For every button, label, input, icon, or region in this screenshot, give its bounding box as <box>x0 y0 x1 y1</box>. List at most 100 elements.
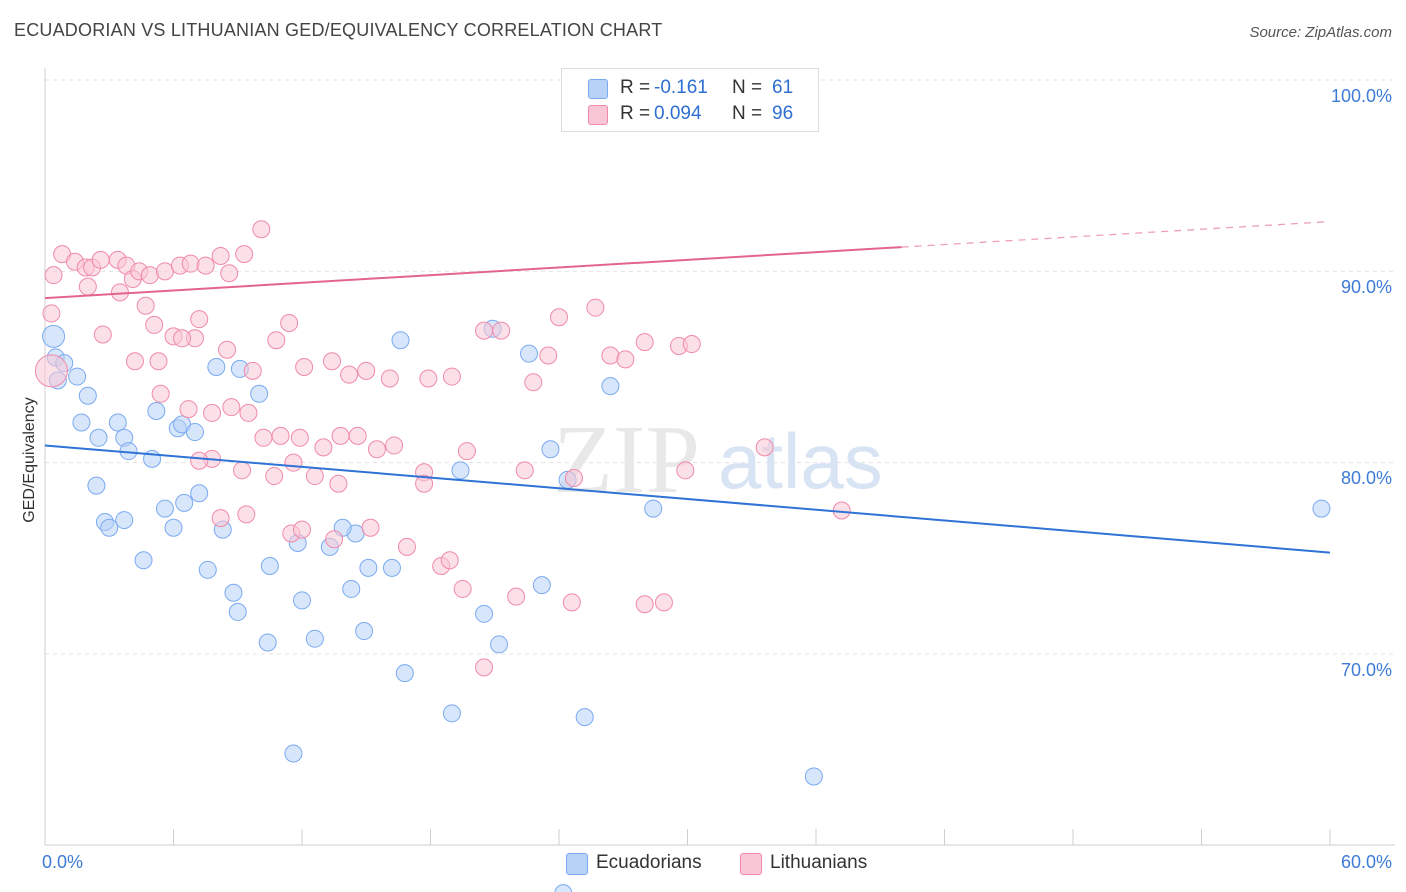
ecuadorian-point <box>284 744 303 763</box>
lithuanian-trend-line <box>44 246 902 300</box>
y-tick-label-70: 70.0% <box>1340 660 1392 680</box>
lithuanian-point <box>235 245 254 264</box>
ecuadorians-legend-swatch <box>566 853 588 875</box>
lithuanian-point <box>475 321 494 340</box>
lithuanian-point <box>457 442 476 461</box>
lithuanian-point <box>252 220 271 239</box>
lithuanian-point <box>367 440 386 459</box>
y-axis-label: GED/Equivalency <box>21 397 38 523</box>
ecuadorian-point <box>342 579 361 598</box>
ecuadorian-point <box>72 413 91 432</box>
ecuadorian-point <box>134 551 153 570</box>
ecuadorian-point <box>68 367 87 386</box>
ecuadorian-point <box>293 591 311 610</box>
ecuadorian-point <box>451 461 470 480</box>
trend-lines <box>44 220 1331 554</box>
y-tick-label-100: 100.0% <box>1330 86 1392 106</box>
lithuanian-point <box>179 400 198 419</box>
lithuanian-point <box>635 595 654 614</box>
axes <box>44 68 1395 846</box>
r-value-ecuadorians: -0.161 <box>654 77 708 98</box>
ecuadorian-point <box>804 767 823 786</box>
r-label: R = <box>620 103 651 124</box>
lithuanian-point <box>44 266 63 285</box>
lithuanian-point <box>220 264 239 283</box>
lithuanians-legend-swatch <box>740 853 762 875</box>
lithuanian-point <box>211 509 230 528</box>
lithuanian-point <box>93 325 112 344</box>
ecuadorian-point <box>198 560 217 579</box>
ecuadorian-point <box>554 884 573 892</box>
lithuanian-point <box>203 403 222 422</box>
ecuadorian-point <box>258 633 277 652</box>
lithuanian-point <box>290 428 309 447</box>
ecuadorian-point <box>644 499 663 518</box>
r-value-lithuanians: 0.094 <box>654 103 702 124</box>
lithuanian-point <box>265 467 284 486</box>
lithuanian-point <box>682 335 701 354</box>
lithuanian-point <box>314 438 333 457</box>
x-tick-label-min: 0.0% <box>42 852 84 872</box>
series-legend: Ecuadorians Lithuanians <box>0 852 1406 876</box>
lithuanian-point <box>254 428 273 447</box>
ecuadorian-point <box>108 413 127 432</box>
ecuadorian-point <box>87 476 106 495</box>
y-tick-label-90: 90.0% <box>1340 277 1392 297</box>
ecuadorian-point <box>359 558 378 577</box>
lithuanian-point <box>190 310 209 329</box>
ecuadorian-point <box>355 622 374 641</box>
ecuadorian-point <box>1312 499 1331 518</box>
lithuanian-point <box>145 315 164 334</box>
lithuanian-point <box>190 451 209 470</box>
ecuadorians-swatch <box>588 79 608 99</box>
lithuanian-point <box>211 247 230 266</box>
ecuadorian-point <box>305 629 324 648</box>
lithuanian-point <box>616 350 635 369</box>
lithuanian-point <box>515 461 534 480</box>
lithuanian-point <box>524 373 543 392</box>
lithuanian-point <box>34 354 68 388</box>
lithuanian-point <box>267 331 286 350</box>
lithuanian-point <box>218 340 237 359</box>
lithuanian-point <box>755 438 774 457</box>
ecuadorian-point <box>382 558 401 577</box>
legend-label-lithuanians: Lithuanians <box>770 852 868 873</box>
lithuanian-point <box>329 474 348 493</box>
lithuanian-point <box>239 403 258 422</box>
chart-title: ECUADORIAN VS LITHUANIAN GED/EQUIVALENCY… <box>14 20 663 40</box>
lithuanian-point <box>340 365 359 384</box>
lithuanian-point <box>635 333 654 352</box>
ecuadorian-point <box>100 518 119 537</box>
ecuadorian-point <box>207 358 226 376</box>
lithuanian-point <box>419 369 438 388</box>
lithuanians-swatch <box>588 105 608 125</box>
watermark-atlas: atlas <box>718 417 883 505</box>
ecuadorian-point <box>185 423 204 442</box>
lithuanian-point <box>42 304 61 323</box>
ecuadorian-point <box>175 493 194 512</box>
lithuanian-point <box>271 426 290 445</box>
lithuanian-point <box>676 461 695 480</box>
lithuanian-point <box>562 593 581 612</box>
lithuanian-point <box>181 254 200 273</box>
lithuanian-point <box>564 468 583 487</box>
ecuadorian-point <box>250 384 269 403</box>
lithuanian-point <box>322 352 341 371</box>
ecuadorian-point <box>190 484 209 503</box>
ecuadorian-point <box>442 704 461 723</box>
lithuanian-point <box>149 352 168 371</box>
ecuadorian-point <box>260 556 279 575</box>
lithuanian-point <box>380 369 399 388</box>
ecuadorian-point <box>541 440 560 459</box>
ecuadorian-point <box>575 708 594 727</box>
lithuanian-point <box>237 505 256 524</box>
ecuadorian-point <box>490 635 509 654</box>
ecuadorian-point <box>224 583 243 602</box>
ecuadorian-point <box>78 386 97 405</box>
lithuanian-point <box>361 518 380 537</box>
lithuanian-point <box>601 346 620 365</box>
lithuanian-point <box>173 329 192 348</box>
data-points <box>34 220 1331 892</box>
lithuanian-point <box>539 346 558 365</box>
